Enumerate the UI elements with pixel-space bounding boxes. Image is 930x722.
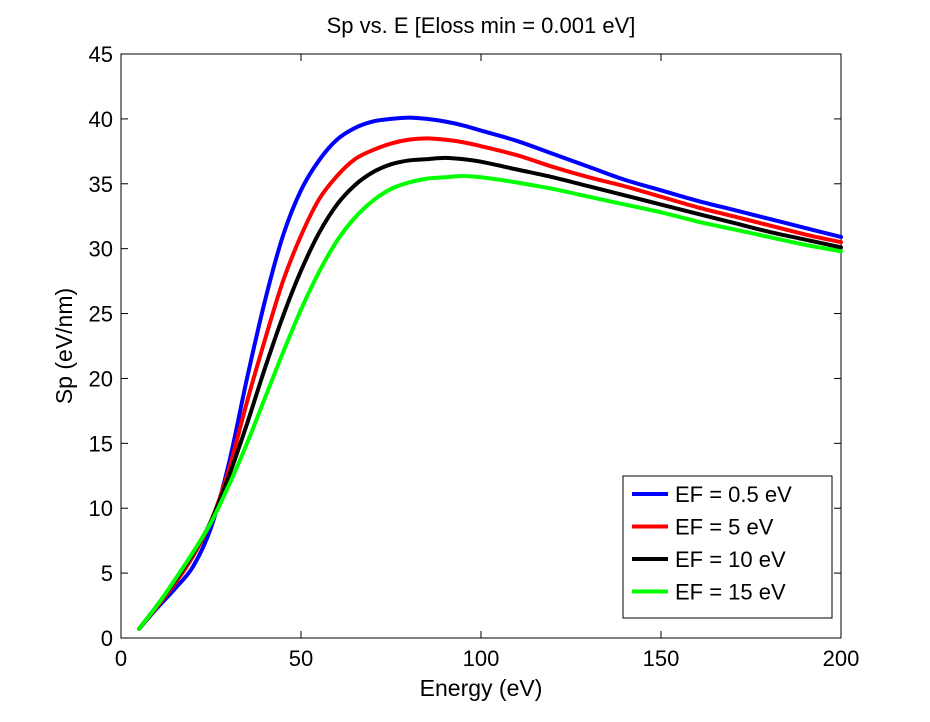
legend-label-0: EF = 0.5 eV <box>675 482 792 507</box>
y-tick-label: 10 <box>89 496 113 521</box>
series-line-3 <box>137 173 843 631</box>
legend-label-2: EF = 10 eV <box>675 547 786 572</box>
y-axis-label: Sp (eV/nm) <box>51 288 77 404</box>
legend-label-1: EF = 5 eV <box>675 515 774 540</box>
legend-box <box>622 475 833 619</box>
legend-items: EF = 0.5 eV EF = 5 eV EF = 10 eV EF = 15 eV <box>632 482 792 605</box>
y-tick-label: 35 <box>89 172 113 197</box>
x-tick-label: 150 <box>643 646 680 671</box>
y-tick-label: 5 <box>101 561 113 586</box>
x-tick-label: 0 <box>115 646 127 671</box>
legend: EF = 0.5 eV EF = 5 eV EF = 10 eV EF = 15 eV <box>622 475 833 619</box>
y-tick-label: 45 <box>89 42 113 67</box>
y-tick-label: 15 <box>89 431 113 456</box>
series-lines <box>137 115 843 631</box>
y-tick-label: 25 <box>89 302 113 327</box>
x-axis-label: Energy (eV) <box>420 675 543 701</box>
x-tick-label: 50 <box>289 646 313 671</box>
x-tick-label: 200 <box>823 646 860 671</box>
legend-label-3: EF = 15 eV <box>675 580 786 605</box>
chart-title: Sp vs. E [Eloss min = 0.001 eV] <box>327 13 636 38</box>
y-tick-label: 0 <box>101 626 113 651</box>
axis-ticks: 0 50 100 150 200 0 5 10 15 20 25 30 35 40 45 <box>89 42 860 671</box>
y-tick-label: 30 <box>89 237 113 262</box>
series-line-1 <box>137 136 843 631</box>
y-tick-label: 20 <box>89 366 113 391</box>
x-tick-label: 100 <box>463 646 500 671</box>
series-line-2 <box>137 155 843 631</box>
y-tick-label: 40 <box>89 107 113 132</box>
